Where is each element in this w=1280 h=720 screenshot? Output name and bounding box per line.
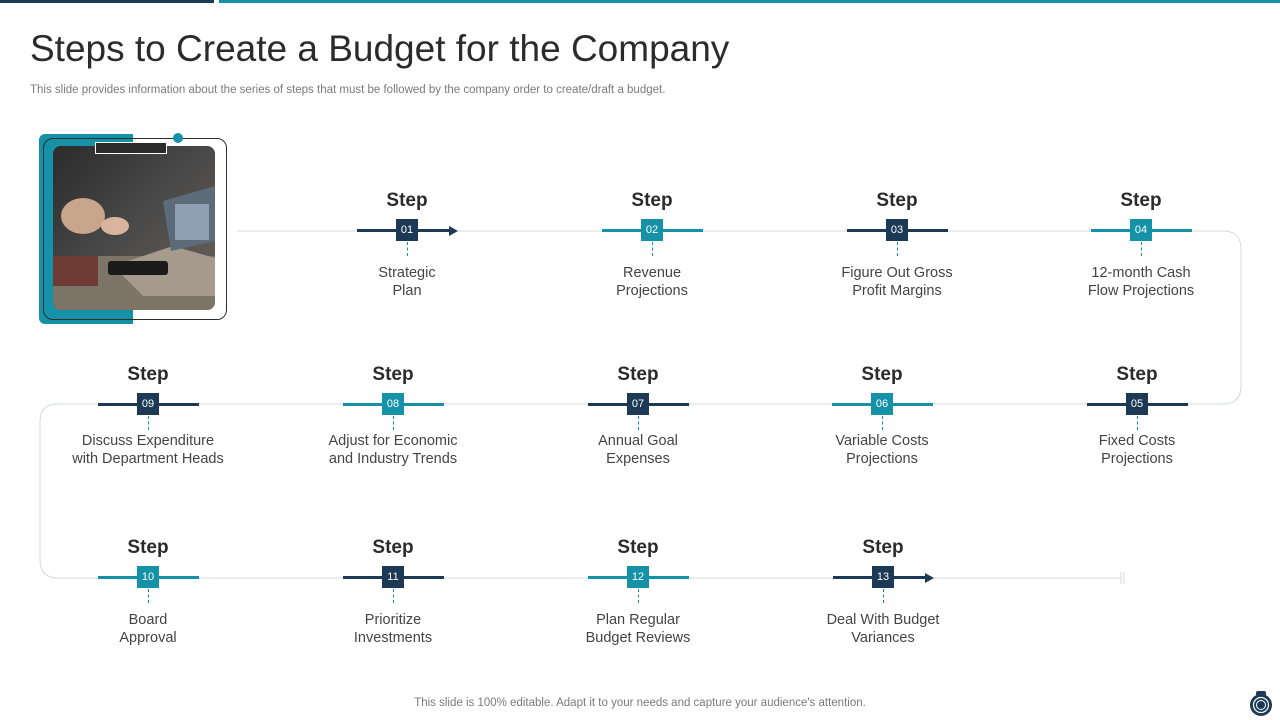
step-connector xyxy=(883,589,884,603)
step-description-line: Deal With Budget xyxy=(826,612,940,628)
step-description: Figure Out Gross Profit Margins xyxy=(817,264,977,300)
step-description-line: and Industry Trends xyxy=(328,451,458,467)
page-subtitle: This slide provides information about th… xyxy=(30,84,666,96)
tablet-frame xyxy=(43,138,227,320)
step-label: Step xyxy=(1116,364,1158,385)
step-connector xyxy=(148,589,149,603)
step-connector xyxy=(393,416,394,430)
step-number-badge: 13 xyxy=(872,566,894,588)
step-description-line: Board xyxy=(128,612,168,628)
step-connector xyxy=(1137,416,1138,430)
step-description-line: Budget Reviews xyxy=(585,630,691,646)
step-label: Step xyxy=(127,364,169,385)
step-description: Strategic Plan xyxy=(327,264,487,300)
step-description-line: Variances xyxy=(851,630,915,646)
step-description: Variable Costs Projections xyxy=(802,432,962,468)
step-number-badge: 12 xyxy=(627,566,649,588)
step-description-line: Projections xyxy=(846,451,918,467)
step-connector xyxy=(393,589,394,603)
step-description-line: Prioritize xyxy=(364,612,422,628)
step-description: Board Approval xyxy=(68,611,228,647)
step-connector xyxy=(882,416,883,430)
money-bag-icon xyxy=(1250,691,1272,716)
step-label: Step xyxy=(631,190,673,211)
step-description-line: Projections xyxy=(616,283,688,299)
tablet-speaker-slot xyxy=(95,142,167,154)
step-connector xyxy=(897,242,898,256)
step-number-badge: 09 xyxy=(137,393,159,415)
page-title: Steps to Create a Budget for the Company xyxy=(30,28,730,69)
arrow-right-icon xyxy=(925,572,934,583)
step-description: Revenue Projections xyxy=(572,264,732,300)
step-description-line: Projections xyxy=(1101,451,1173,467)
tablet-camera-dot xyxy=(173,133,183,143)
step-number-badge: 10 xyxy=(137,566,159,588)
step-number-badge: 06 xyxy=(871,393,893,415)
step-label: Step xyxy=(617,537,659,558)
step-description-line: Figure Out Gross xyxy=(841,265,953,281)
step-number-badge: 11 xyxy=(382,566,404,588)
step-number-badge: 04 xyxy=(1130,219,1152,241)
step-description-line: Investments xyxy=(353,630,433,646)
step-number-badge: 01 xyxy=(396,219,418,241)
arrow-right-icon xyxy=(449,225,458,236)
step-connector xyxy=(652,242,653,256)
step-description-line: 12-month Cash xyxy=(1091,265,1191,281)
step-number-badge: 08 xyxy=(382,393,404,415)
step-connector xyxy=(638,416,639,430)
step-description: Adjust for Economic and Industry Trends xyxy=(313,432,473,468)
step-connector xyxy=(638,589,639,603)
step-label: Step xyxy=(862,537,904,558)
step-label: Step xyxy=(127,537,169,558)
step-description-line: Plan Regular xyxy=(596,612,680,628)
step-number-badge: 02 xyxy=(641,219,663,241)
step-description-line: Profit Margins xyxy=(852,283,942,299)
step-number-badge: 07 xyxy=(627,393,649,415)
step-description-line: Plan xyxy=(392,283,422,299)
step-label: Step xyxy=(861,364,903,385)
step-description-line: Variable Costs xyxy=(835,433,929,449)
step-connector xyxy=(1141,242,1142,256)
step-description-line: Annual Goal xyxy=(598,433,678,449)
step-description: Annual Goal Expenses xyxy=(558,432,718,468)
step-label: Step xyxy=(372,364,414,385)
step-description-line: Adjust for Economic xyxy=(328,433,458,449)
step-description-line: with Department Heads xyxy=(72,451,224,467)
step-description: Prioritize Investments xyxy=(313,611,473,647)
step-description-line: Strategic xyxy=(378,265,436,281)
step-description: Discuss Expenditure with Department Heads xyxy=(68,432,228,468)
step-connector xyxy=(148,416,149,430)
step-description-line: Revenue xyxy=(622,265,682,281)
step-description-line: Expenses xyxy=(606,451,670,467)
top-accent-bar-teal xyxy=(219,0,1280,3)
step-description-line: Approval xyxy=(119,630,177,646)
step-description-line: Fixed Costs xyxy=(1098,433,1176,449)
step-label: Step xyxy=(1120,190,1162,211)
step-number-badge: 03 xyxy=(886,219,908,241)
step-label: Step xyxy=(372,537,414,558)
meeting-photo xyxy=(53,146,215,310)
step-description: Plan Regular Budget Reviews xyxy=(558,611,718,647)
step-description: Fixed Costs Projections xyxy=(1057,432,1217,468)
step-connector xyxy=(407,242,408,256)
footer-note: This slide is 100% editable. Adapt it to… xyxy=(414,697,866,709)
step-description: 12-month Cash Flow Projections xyxy=(1061,264,1221,300)
step-description: Deal With Budget Variances xyxy=(803,611,963,647)
top-accent-bar-dark xyxy=(0,0,214,3)
step-label: Step xyxy=(386,190,428,211)
step-description-line: Discuss Expenditure xyxy=(81,433,215,449)
step-label: Step xyxy=(617,364,659,385)
step-label: Step xyxy=(876,190,918,211)
tablet-connector-line xyxy=(165,138,175,139)
step-description-line: Flow Projections xyxy=(1087,283,1195,299)
step-number-badge: 05 xyxy=(1126,393,1148,415)
